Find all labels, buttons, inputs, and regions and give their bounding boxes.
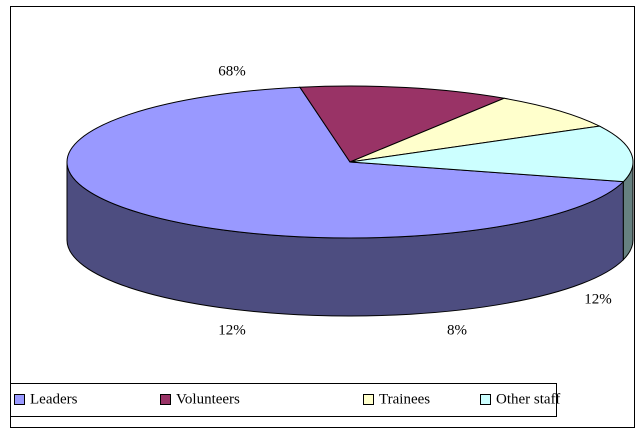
slice (298, 85, 506, 163)
legend-swatch (14, 394, 25, 405)
data-label: 12% (218, 322, 246, 338)
data-label: 68% (218, 63, 246, 79)
data-label: 12% (584, 291, 612, 307)
legend-swatch (160, 394, 171, 405)
legend-label: Trainees (379, 391, 430, 407)
legend-swatch (363, 394, 374, 405)
legend-box (10, 383, 557, 417)
legend-label: Volunteers (176, 391, 240, 407)
data-label: 8% (447, 322, 467, 338)
legend-label: Leaders (30, 391, 78, 407)
slice (349, 97, 602, 163)
slice (66, 86, 625, 239)
legend-label: Other staff (496, 391, 560, 407)
legend-swatch (480, 394, 491, 405)
slice (349, 125, 634, 183)
